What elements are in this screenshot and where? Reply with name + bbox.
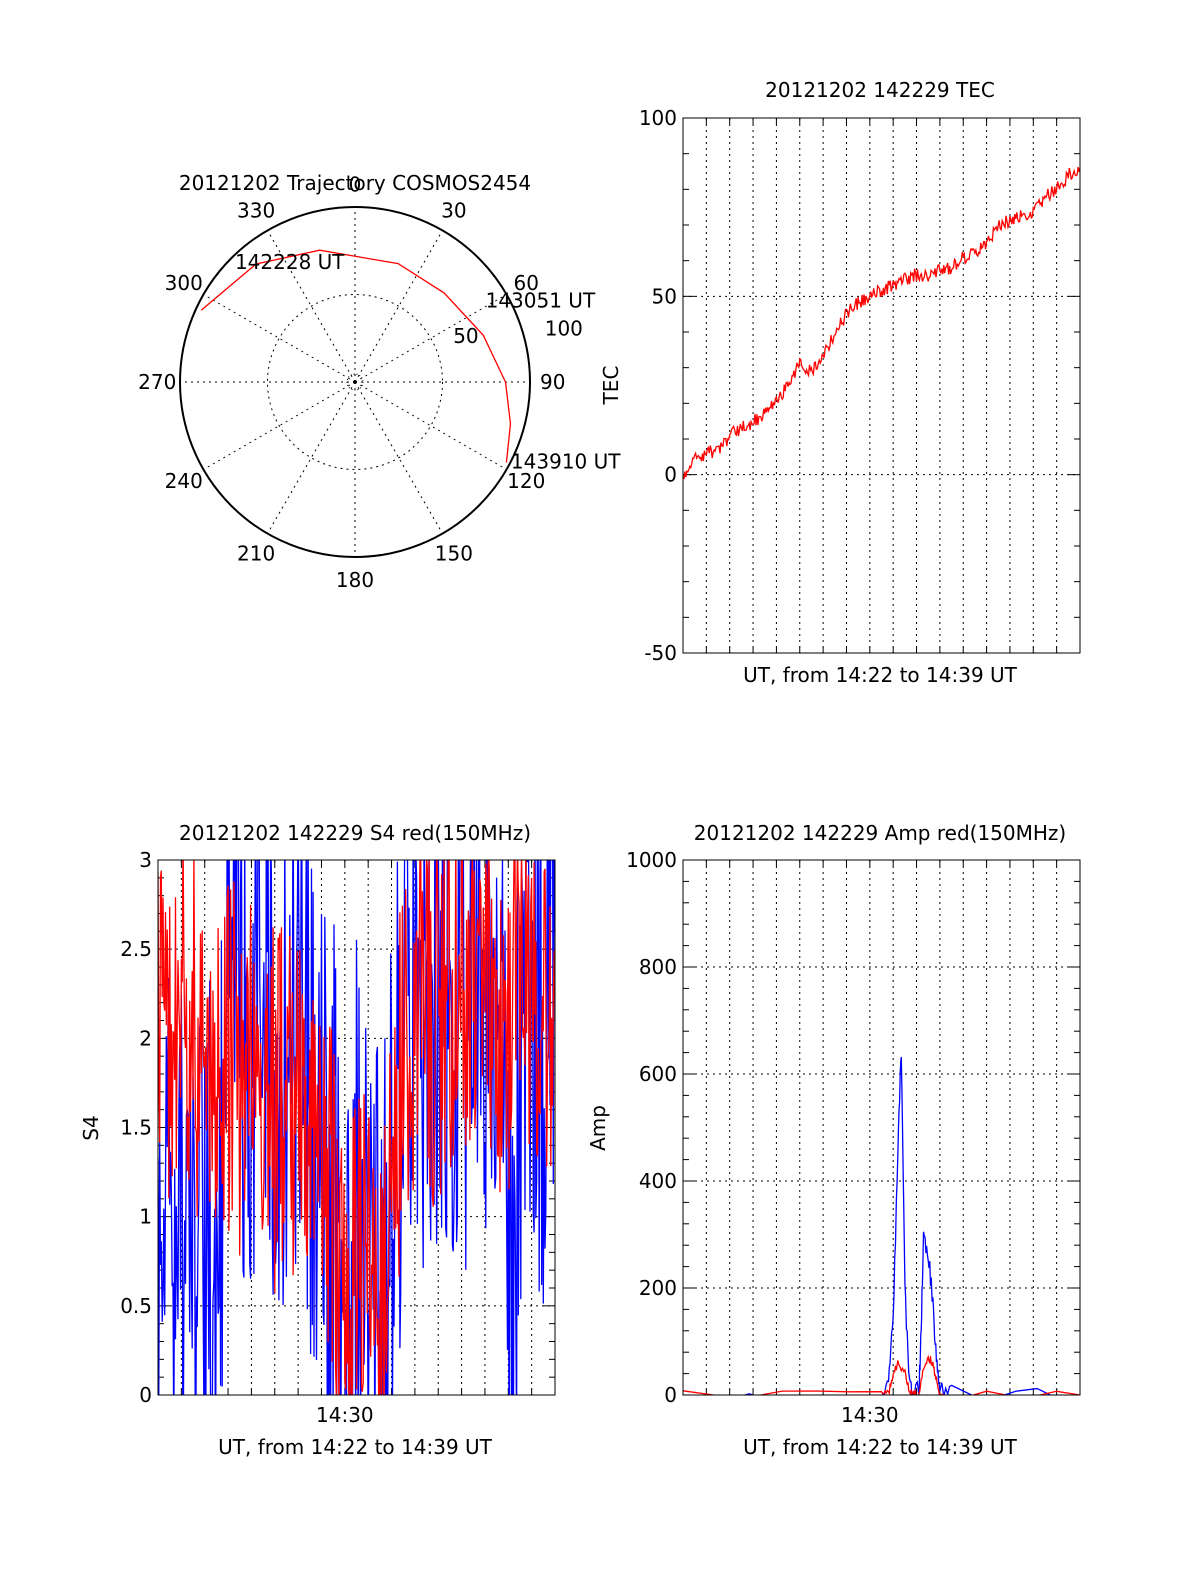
plot-frame xyxy=(682,117,1081,654)
y-tick-label: 0 xyxy=(664,1383,677,1407)
azimuth-label: 210 xyxy=(237,541,275,565)
y-tick-label: 800 xyxy=(639,955,677,979)
polar-spoke xyxy=(354,381,507,470)
azimuth-label: 240 xyxy=(165,469,203,493)
azimuth-label: 270 xyxy=(138,370,176,394)
radial-label: 50 xyxy=(453,324,478,348)
y-tick-label: 2 xyxy=(139,1026,152,1050)
azimuth-label: 60 xyxy=(514,271,539,295)
y-tick-label: 50 xyxy=(652,284,677,308)
s4-plot-area: 0 0.5 1 1.5 2 2.5 3 14:30 xyxy=(120,848,556,1427)
y-tick-label: 600 xyxy=(639,1062,677,1086)
series-line xyxy=(158,860,555,1395)
amp-xlabel: UT, from 14:22 to 14:39 UT xyxy=(743,1435,1018,1459)
polar-spoke xyxy=(354,230,443,383)
y-tick-label: 1.5 xyxy=(120,1116,152,1140)
amp-chart: 20121202 142229 Amp red(150MHz) UT, from… xyxy=(586,821,1081,1459)
y-tick-label: 1 xyxy=(139,1205,152,1229)
plot-frame xyxy=(157,859,556,1396)
tec-xlabel: UT, from 14:22 to 14:39 UT xyxy=(743,663,1018,687)
trajectory-line xyxy=(200,249,512,463)
tec-ylabel: TEC xyxy=(599,366,623,406)
polar-spoke xyxy=(354,381,443,534)
amp-ylabel: Amp xyxy=(586,1105,610,1151)
trajectory-time-label: 143051 UT xyxy=(486,288,596,312)
y-tick-label: 2.5 xyxy=(120,937,152,961)
polar-grid xyxy=(179,206,531,558)
y-tick-label: 0.5 xyxy=(120,1294,152,1318)
amp-title: 20121202 142229 Amp red(150MHz) xyxy=(694,821,1066,845)
y-tick-label: 400 xyxy=(639,1169,677,1193)
polar-spoke xyxy=(267,381,356,534)
s4-title: 20121202 142229 S4 red(150MHz) xyxy=(179,821,531,845)
y-tick-label: 0 xyxy=(139,1383,152,1407)
series-line xyxy=(683,166,1080,480)
s4-ylabel: S4 xyxy=(79,1115,103,1140)
azimuth-label: 150 xyxy=(435,541,473,565)
azimuth-label: 90 xyxy=(540,370,565,394)
series-line xyxy=(683,1354,1080,1395)
s4-chart: 20121202 142229 S4 red(150MHz) UT, from … xyxy=(79,821,556,1459)
azimuth-label: 180 xyxy=(336,568,374,592)
tec-plot-area: -50 0 50 100 xyxy=(639,106,1081,665)
azimuth-label: 300 xyxy=(165,271,203,295)
trajectory-time-label: 142228 UT xyxy=(235,250,345,274)
polar-title: 20121202 Trajectory COSMOS2454 xyxy=(179,171,531,195)
y-tick-label: 200 xyxy=(639,1276,677,1300)
y-tick-label: -50 xyxy=(644,641,677,665)
tec-title: 20121202 142229 TEC xyxy=(765,78,995,102)
y-tick-label: 100 xyxy=(639,106,677,130)
polar-spoke xyxy=(203,381,356,470)
y-tick-label: 0 xyxy=(664,463,677,487)
plot-frame xyxy=(682,859,1081,1396)
x-tick-label: 14:30 xyxy=(841,1403,899,1427)
polar-series xyxy=(200,249,512,463)
y-tick-label: 1000 xyxy=(626,848,677,872)
azimuth-label: 30 xyxy=(441,199,466,223)
polar-spoke xyxy=(203,294,356,383)
amp-plot-area: 0 200 400 600 800 1000 14:30 xyxy=(626,848,1081,1427)
polar-labels: 0 30 60 90 120 150 180 210 240 270 300 330 50 100 1422… xyxy=(138,172,621,592)
trajectory-time-label: 143910 UT xyxy=(511,449,621,473)
y-tick-label: 3 xyxy=(139,848,152,872)
azimuth-label: 330 xyxy=(237,199,275,223)
polar-inner-circle xyxy=(267,294,443,470)
tec-chart: 20121202 142229 TEC UT, from 14:22 to 14… xyxy=(599,78,1081,687)
series-line xyxy=(683,1056,1080,1395)
radial-label: 100 xyxy=(545,317,583,341)
polar-trajectory-chart: 20121202 Trajectory COSMOS2454 0 30 60 90 12… xyxy=(138,171,621,592)
polar-spoke xyxy=(354,294,507,383)
azimuth-label: 120 xyxy=(507,469,545,493)
x-tick-label: 14:30 xyxy=(316,1403,374,1427)
polar-spoke xyxy=(267,230,356,383)
s4-xlabel: UT, from 14:22 to 14:39 UT xyxy=(218,1435,493,1459)
azimuth-label: 0 xyxy=(349,172,362,196)
